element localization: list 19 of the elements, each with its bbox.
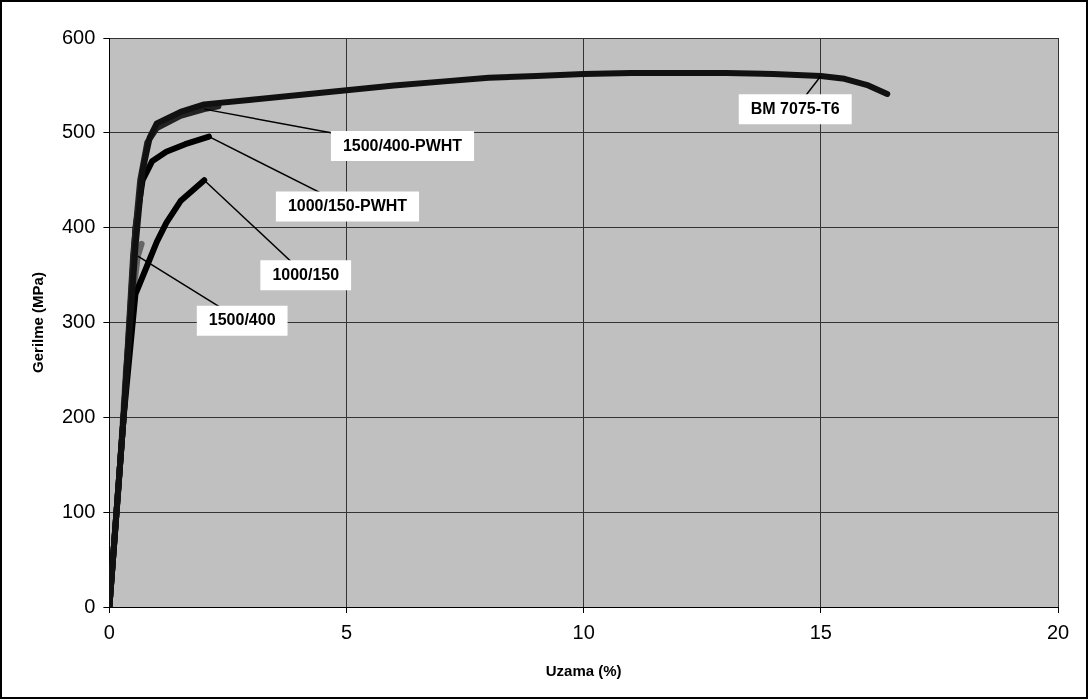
- text: 1000/150: [272, 265, 340, 283]
- x-tick-label: 15: [809, 620, 832, 643]
- y-tick-label: 500: [61, 120, 96, 143]
- y-tick-label: 200: [61, 404, 96, 427]
- y-tick-label: 300: [61, 310, 96, 333]
- x-axis-title: Uzama (%): [545, 662, 622, 680]
- x-tick-label: 5: [340, 620, 353, 643]
- y-tick-label: 0: [84, 594, 96, 617]
- y-axis-title: Gerilme (MPa): [29, 272, 47, 373]
- x-tick-label: 20: [1046, 620, 1070, 643]
- y-tick-label: 100: [61, 499, 96, 522]
- text: 1500/400: [208, 311, 276, 329]
- x-tick-label: 10: [572, 620, 595, 643]
- series-label: BM 7075-T6: [750, 99, 840, 117]
- text: 1500/400-PWHT: [342, 136, 463, 154]
- text: 1000/150-PWHT: [287, 196, 408, 214]
- x-tick-label: 0: [103, 620, 115, 643]
- y-tick-label: 400: [61, 215, 96, 238]
- y-tick-label: 600: [61, 25, 96, 48]
